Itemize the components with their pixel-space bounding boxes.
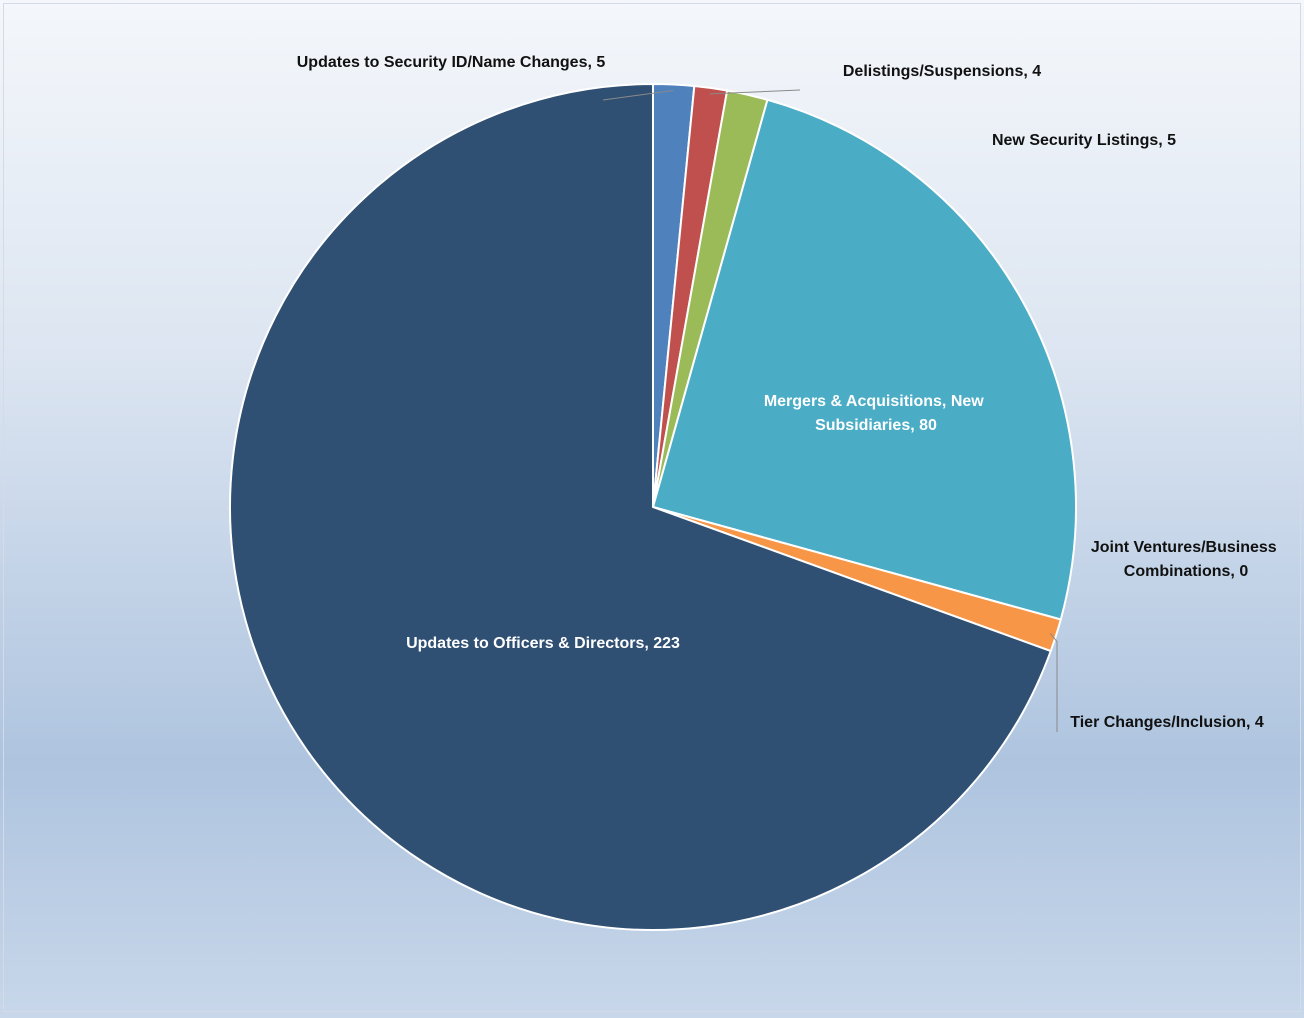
slices-layer	[229, 82, 1077, 931]
label-tier-changes-inclusion: Tier Changes/Inclusion, 4	[1070, 714, 1264, 731]
label-officers-directors: Updates to Officers & Directors, 223	[406, 635, 680, 652]
label-mergers-acquisitions-line-2: Subsidiaries, 80	[815, 417, 937, 434]
leader-lines	[602, 89, 1058, 732]
pie-slice-mergers-acquisitions-new-subsidiaries	[652, 98, 1077, 621]
leader-line-tier-changes-inclusion	[1049, 633, 1058, 732]
leader-line-updates-to-security-id-name-changes	[602, 90, 674, 101]
label-joint-ventures-line-2: Combinations, 0	[1124, 563, 1249, 580]
label-mergers-acquisitions-line-1: Mergers & Acquisitions, New	[764, 393, 984, 410]
pie-slice-updates-to-officers-directors	[229, 83, 1052, 931]
label-security-id-name-changes: Updates to Security ID/Name Changes, 5	[297, 54, 606, 71]
label-new-security-listings: New Security Listings, 5	[992, 132, 1176, 149]
leader-line-delistings-suspensions	[709, 89, 801, 95]
label-delistings-suspensions: Delistings/Suspensions, 4	[843, 63, 1041, 80]
label-mergers-acquisitions: Mergers & Acquisitions, New Subsidiaries…	[764, 393, 988, 434]
label-joint-ventures-line-1: Joint Ventures/Business	[1091, 539, 1277, 556]
label-joint-ventures: Joint Ventures/Business Combinations, 0	[1091, 539, 1281, 580]
